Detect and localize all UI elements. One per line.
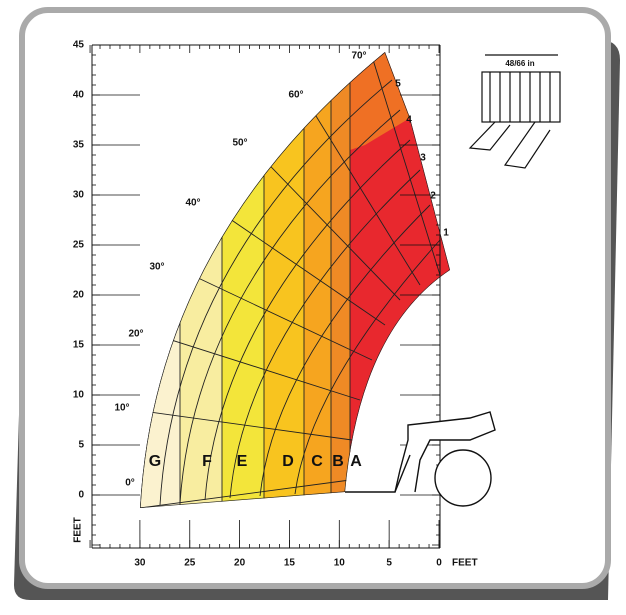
angle-label: 60° (288, 90, 303, 101)
angle-label: 30° (149, 262, 164, 273)
x-tick-label: 10 (334, 558, 346, 569)
y-tick-label: 40 (73, 90, 85, 101)
x-axis-unit: FEET (452, 558, 478, 569)
zone-letter: F (202, 453, 212, 470)
y-tick-label: 35 (73, 140, 85, 151)
x-tick-label: 25 (184, 558, 196, 569)
zone-letter: A (350, 453, 362, 470)
y-tick-label: 45 (73, 40, 85, 51)
extension-label: 5 (395, 79, 401, 90)
angle-label: 10° (114, 403, 129, 414)
extension-label: 1 (443, 228, 449, 239)
angle-label: 40° (185, 198, 200, 209)
attachment-label: 48/66 in (505, 59, 534, 68)
extension-label: 4 (406, 115, 412, 126)
angle-label: 20° (128, 329, 143, 340)
zone-letter: G (149, 453, 161, 470)
angle-label: 0° (125, 478, 135, 489)
x-tick-label: 30 (134, 558, 146, 569)
y-tick-label: 15 (73, 340, 85, 351)
x-tick-label: 0 (436, 558, 442, 569)
y-axis-unit: FEET (73, 517, 84, 543)
y-tick-label: 30 (73, 190, 85, 201)
angle-label: 50° (232, 138, 247, 149)
x-tick-label: 5 (386, 558, 392, 569)
extension-label: 2 (430, 191, 436, 202)
zone-letter: C (311, 453, 323, 470)
angle-label: 70° (351, 51, 366, 62)
y-tick-label: 25 (73, 240, 85, 251)
y-tick-label: 0 (78, 490, 84, 501)
x-tick-label: 20 (234, 558, 246, 569)
zone-letter: D (282, 453, 294, 470)
zone-letter: B (332, 453, 344, 470)
extension-label: 3 (420, 153, 426, 164)
y-tick-label: 5 (78, 440, 84, 451)
fork-icon (468, 54, 561, 169)
zone-letter: E (237, 453, 248, 470)
y-tick-label: 20 (73, 290, 85, 301)
telehandler (345, 411, 496, 507)
y-tick-label: 10 (73, 390, 85, 401)
x-tick-label: 15 (284, 558, 296, 569)
ticks (89, 44, 440, 548)
